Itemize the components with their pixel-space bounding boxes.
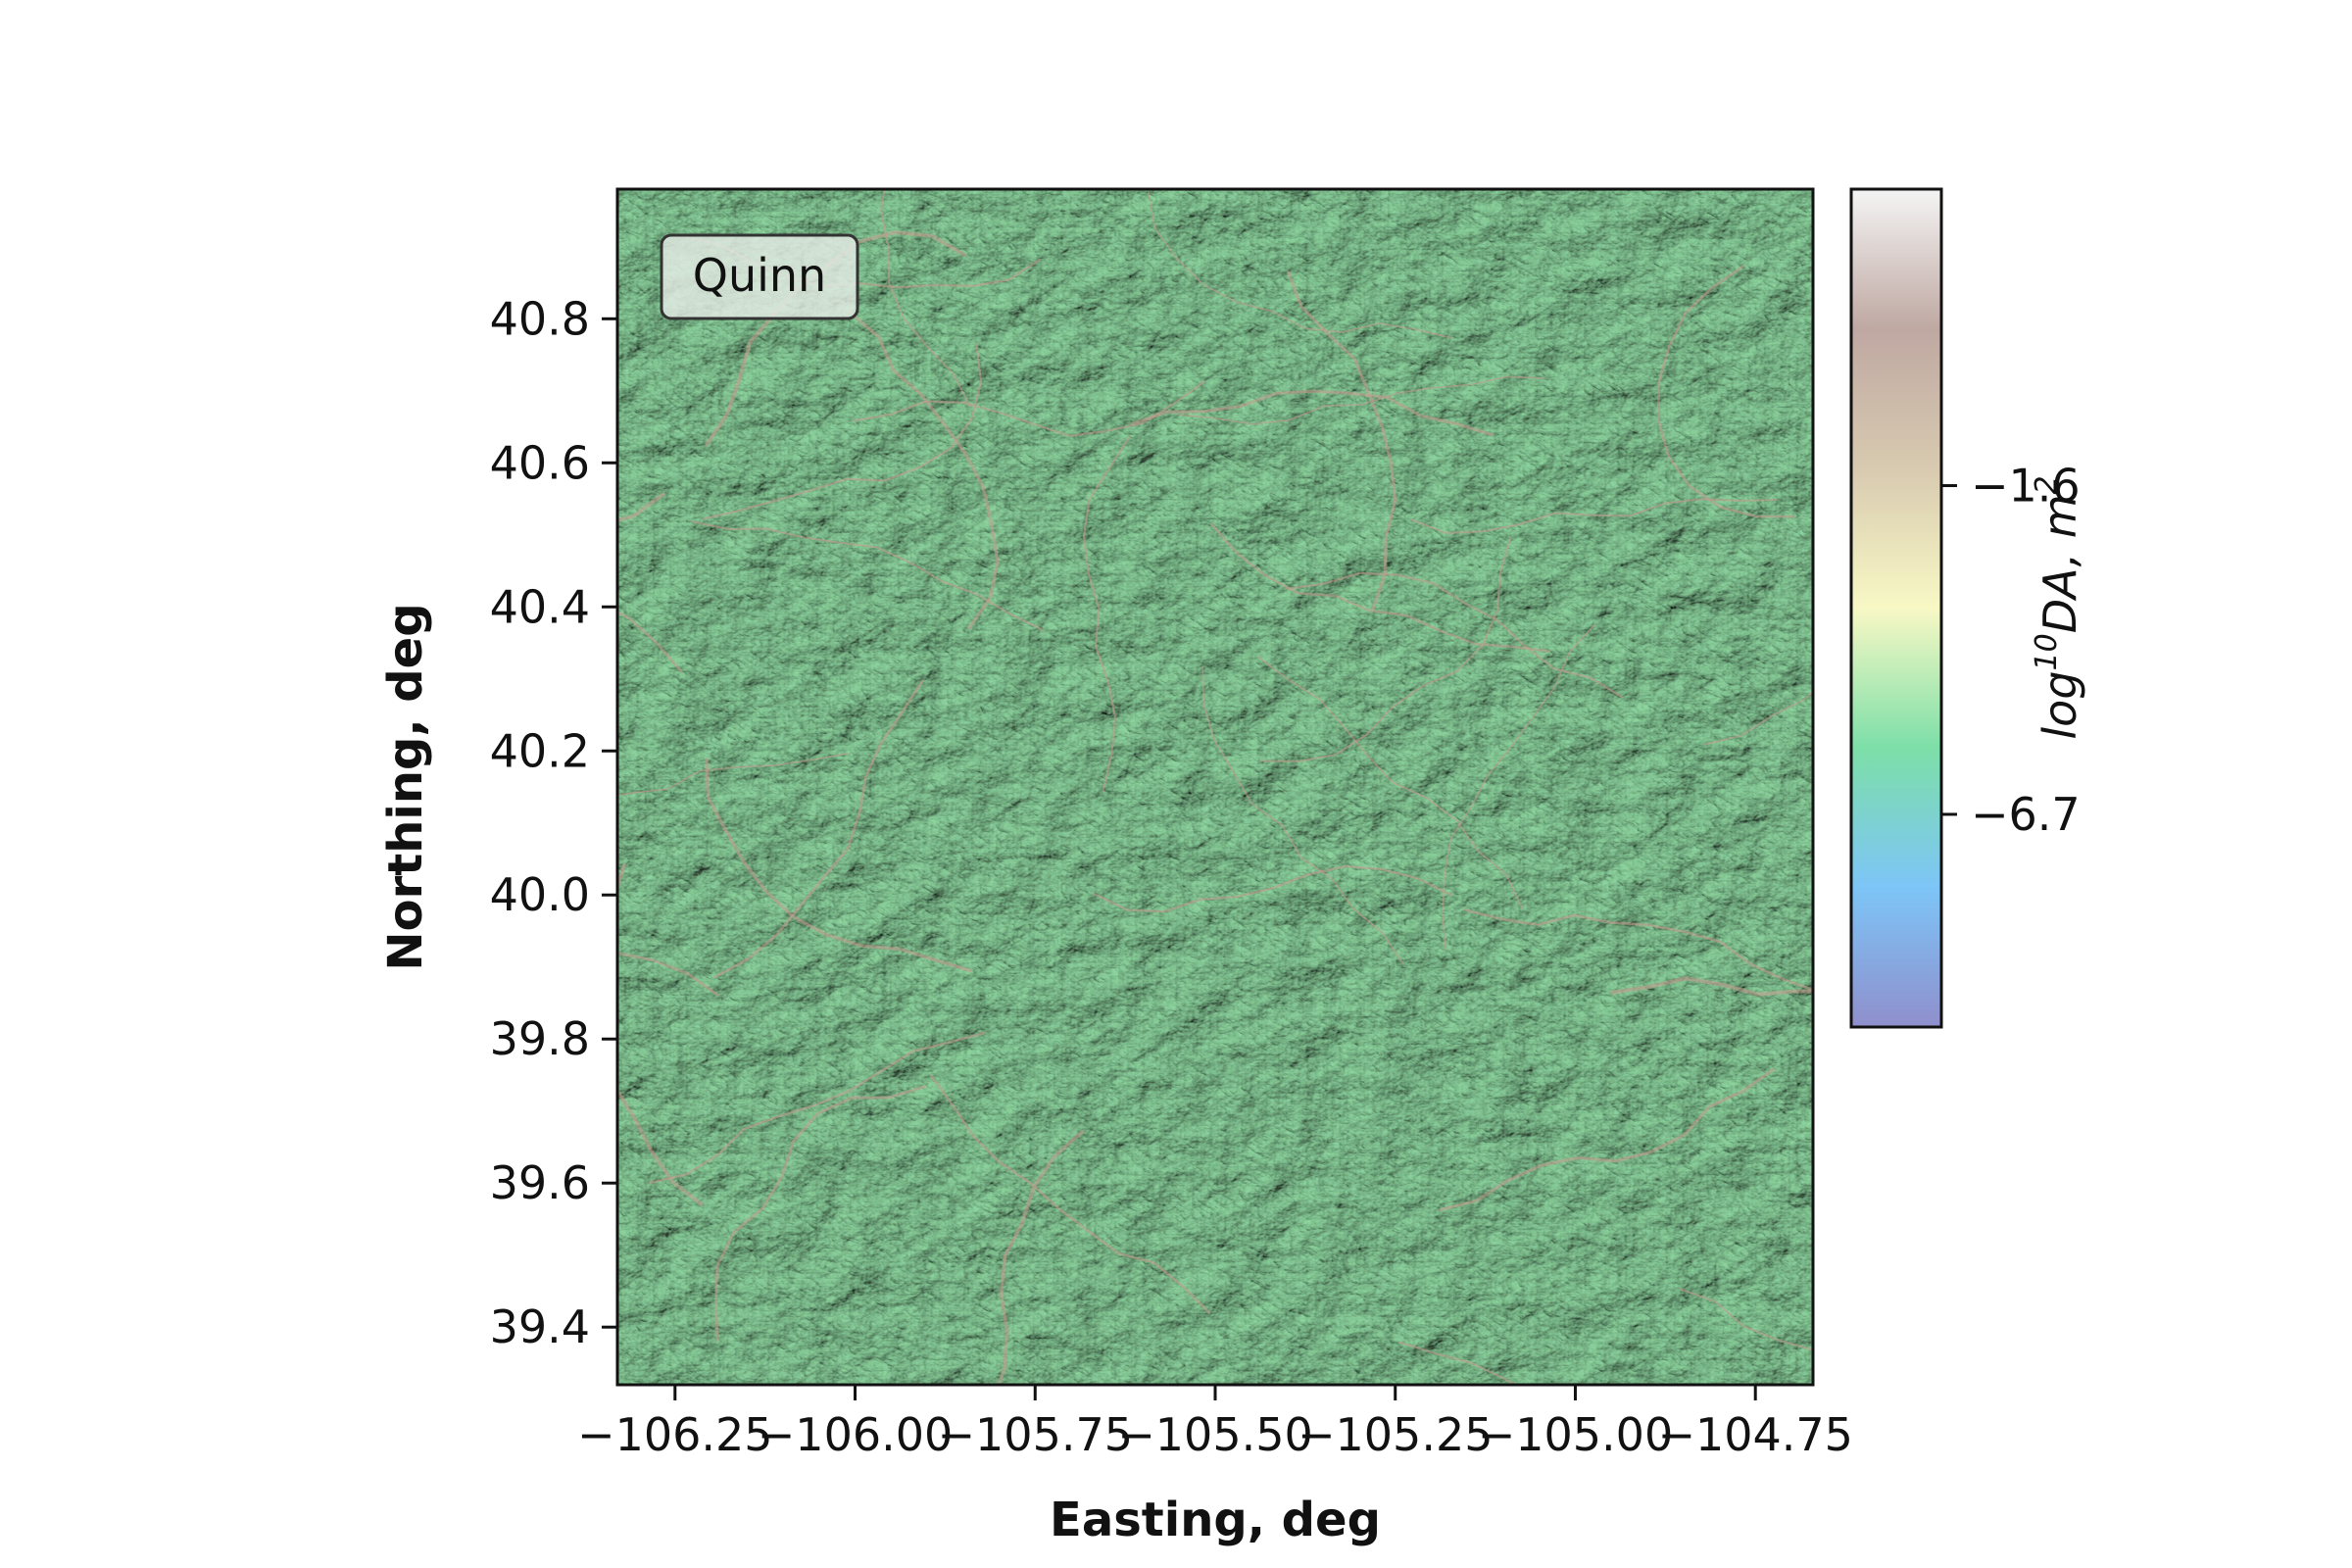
x-tick-label: −105.00 [1478, 1408, 1674, 1461]
channel-line [705, 758, 972, 973]
channel-line [1201, 665, 1404, 965]
terrain-texture [617, 189, 1813, 1385]
channel-line [702, 343, 983, 520]
channel-line [997, 1130, 1085, 1385]
channel-line [1679, 1288, 1813, 1351]
channel-line [848, 311, 1000, 630]
channel-line [648, 1031, 986, 1185]
channel-line [1178, 375, 1545, 425]
channel-line [929, 1074, 1211, 1314]
channel-line [691, 520, 1044, 631]
channel-line [617, 863, 704, 1206]
channel-line [1656, 265, 1795, 518]
x-tick-label: −104.75 [1657, 1408, 1853, 1461]
channel-line [1610, 976, 1813, 997]
channel-line [1260, 536, 1512, 762]
y-tick-label: 39.6 [490, 1156, 590, 1209]
y-tick-label: 40.4 [490, 580, 590, 633]
legend-label: Quinn [693, 249, 826, 302]
x-tick-label: −106.25 [577, 1408, 773, 1461]
x-axis: −106.25−106.00−105.75−105.50−105.25−105.… [577, 1385, 1853, 1461]
colorbar-gradient [1849, 187, 1943, 1029]
channel-line [1463, 908, 1813, 992]
y-axis: 39.4 39.6 39.8 40.0 40.2 40.4 40.6 40.8 [490, 292, 617, 1353]
colorbar-tick-label: −1.6 [1971, 460, 2081, 513]
legend-box [660, 233, 859, 320]
channel-line [1410, 498, 1778, 535]
channel-line [713, 679, 924, 979]
channel-line [1130, 389, 1494, 437]
channel-line [617, 952, 719, 997]
channel-line [1439, 1067, 1775, 1212]
channel-line [1147, 190, 1452, 339]
y-tick-label: 39.4 [490, 1300, 590, 1353]
y-axis-title: Northing, deg [378, 603, 433, 970]
channel-line [1703, 690, 1813, 746]
channel-line [1082, 435, 1131, 793]
colorbar-title: log10DA, m2 [2030, 475, 2086, 739]
map-panel [617, 189, 1813, 1385]
colorbar-ticks: −1.6 −6.7 [1941, 460, 2081, 841]
y-tick-label: 39.8 [490, 1012, 590, 1065]
channel-line [880, 189, 971, 408]
y-tick-label: 40.6 [490, 436, 590, 489]
y-tick-label: 40.8 [490, 292, 590, 345]
channel-line [713, 1085, 926, 1342]
legend: Quinn [660, 233, 859, 320]
channel-line [1441, 623, 1596, 952]
x-tick-label: −105.25 [1298, 1408, 1494, 1461]
colorbar-tick-label: −6.7 [1971, 788, 2081, 841]
x-tick-label: −106.00 [758, 1408, 954, 1461]
channel-line [617, 752, 849, 797]
x-tick-label: −105.50 [1117, 1408, 1313, 1461]
channel-line [1398, 1341, 1519, 1385]
channel-line [1093, 864, 1452, 913]
channel-line [1210, 522, 1551, 653]
channel-line [617, 610, 683, 673]
colorbar: −1.6 −6.7 log10DA, m2 [1849, 187, 2086, 1029]
y-tick-label: 40.2 [490, 724, 590, 777]
x-axis-title: Easting, deg [1050, 1493, 1381, 1547]
y-tick-label: 40.0 [490, 868, 590, 921]
channel-line [1256, 656, 1524, 910]
x-tick-label: −105.75 [938, 1408, 1134, 1461]
channel-line [1286, 270, 1397, 612]
channel-line [1286, 571, 1624, 699]
